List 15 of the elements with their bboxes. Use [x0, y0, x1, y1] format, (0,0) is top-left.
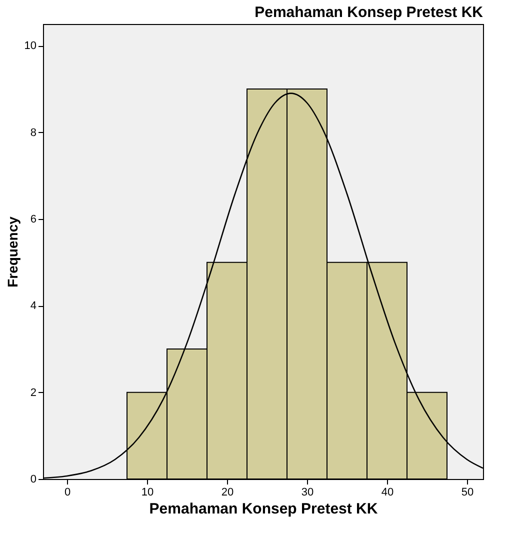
y-tick-label: 2: [30, 386, 36, 399]
y-tick-label: 10: [24, 40, 36, 52]
y-tick-label: 0: [30, 474, 36, 486]
x-tick-label: 40: [381, 486, 394, 498]
x-tick-label: 0: [64, 486, 71, 498]
x-tick-label: 30: [301, 486, 314, 498]
x-axis-title: Pemahaman Konsep Pretest KK: [149, 500, 378, 518]
y-axis-title: Frequency: [4, 216, 20, 288]
x-tick-label: 20: [221, 486, 234, 498]
x-tick-label: 10: [141, 486, 154, 498]
x-tick-label: 50: [461, 486, 474, 498]
chart-title: Pemahaman Konsep Pretest KK: [254, 4, 484, 21]
y-tick-label: 8: [30, 126, 36, 139]
y-tick-label: 4: [30, 300, 36, 312]
y-tick-label: 6: [30, 214, 36, 226]
